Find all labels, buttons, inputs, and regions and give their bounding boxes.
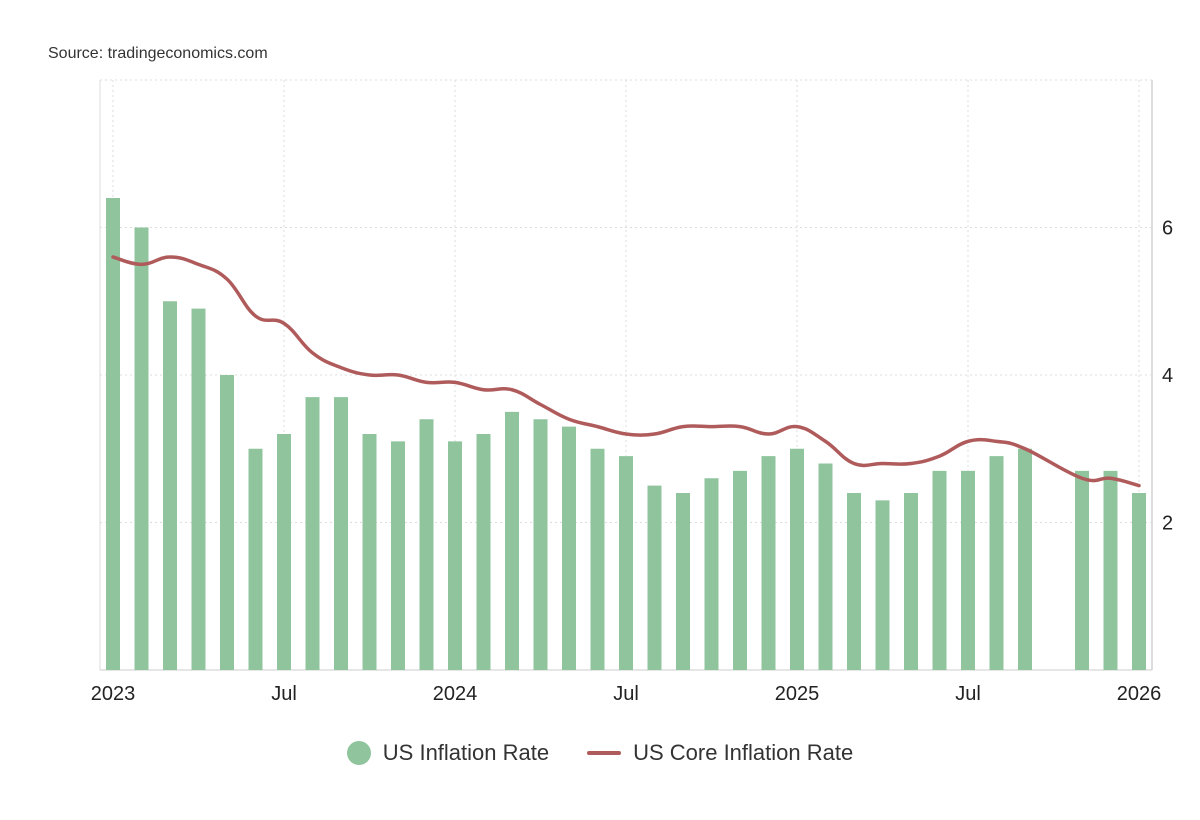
legend: US Inflation Rate US Core Inflation Rate bbox=[0, 740, 1200, 766]
bar-2024-02 bbox=[476, 434, 491, 670]
x-tick-label: Jul bbox=[613, 683, 639, 705]
y-tick-label: 6 bbox=[1162, 218, 1173, 240]
legend-item-inflation[interactable]: US Inflation Rate bbox=[346, 740, 550, 766]
bar-2023-03 bbox=[163, 301, 177, 670]
bar-2024-09 bbox=[676, 493, 690, 670]
bar-2023-04 bbox=[191, 308, 206, 670]
bar-2024-10 bbox=[704, 478, 719, 670]
bar-2023-08 bbox=[305, 397, 320, 670]
bar-2023-07 bbox=[277, 434, 291, 670]
bar-2025-03 bbox=[847, 493, 861, 670]
bar-2024-08 bbox=[647, 485, 662, 670]
bar-2024-12 bbox=[761, 456, 776, 670]
bar-2023-06 bbox=[248, 448, 263, 670]
bar-2025-11 bbox=[1075, 470, 1089, 670]
bar-2024-05 bbox=[562, 426, 576, 670]
bar-2025-05 bbox=[904, 493, 918, 670]
bar-2024-07 bbox=[619, 456, 633, 670]
bar-2024-06 bbox=[590, 448, 605, 670]
legend-item-core[interactable]: US Core Inflation Rate bbox=[587, 740, 853, 766]
bar-2025-06 bbox=[932, 470, 947, 670]
bar-2024-04 bbox=[533, 419, 548, 670]
bar-2026-01 bbox=[1132, 493, 1146, 670]
bar-2025-07 bbox=[961, 470, 975, 670]
bar-2025-04 bbox=[875, 500, 890, 670]
bar-2023-12 bbox=[419, 419, 434, 670]
bar-2023-09 bbox=[334, 397, 348, 670]
x-tick-label: Jul bbox=[955, 683, 981, 705]
y-tick-label: 4 bbox=[1162, 365, 1173, 387]
y-tick-label: 2 bbox=[1162, 513, 1173, 535]
x-tick-label: 2024 bbox=[433, 683, 478, 705]
bar-2023-10 bbox=[362, 434, 377, 670]
core-inflation-line bbox=[111, 255, 1141, 488]
bar-2024-03 bbox=[505, 411, 519, 670]
bar-2025-01 bbox=[790, 448, 804, 670]
legend-label: US Inflation Rate bbox=[382, 740, 550, 765]
legend-label: US Core Inflation Rate bbox=[633, 740, 854, 765]
bar-2023-05 bbox=[220, 375, 234, 670]
bar-2025-08 bbox=[989, 456, 1004, 670]
x-tick-label: 2025 bbox=[775, 683, 820, 705]
bar-2024-11 bbox=[733, 470, 747, 670]
bar-2025-12 bbox=[1103, 470, 1118, 670]
bar-2025-02 bbox=[818, 463, 833, 670]
bar-2024-01 bbox=[448, 441, 462, 670]
source-label: Source: tradingeconomics.com bbox=[48, 45, 268, 62]
bar-2023-11 bbox=[391, 441, 405, 670]
bar-2023-01 bbox=[106, 198, 120, 670]
bar-2023-02 bbox=[134, 227, 149, 670]
x-tick-label: 2026 bbox=[1117, 683, 1162, 705]
x-tick-label: Jul bbox=[271, 683, 297, 705]
x-tick-label: 2023 bbox=[91, 683, 136, 705]
legend-swatch-line bbox=[587, 751, 622, 755]
bar-2025-09 bbox=[1018, 448, 1032, 670]
legend-swatch-bar bbox=[346, 741, 371, 765]
